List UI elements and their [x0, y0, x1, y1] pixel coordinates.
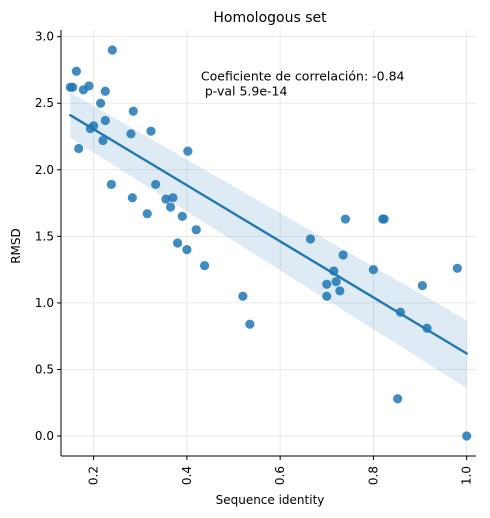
data-point — [126, 129, 136, 139]
y-tick-label: 2.5 — [35, 96, 54, 110]
annotation-line: p-val 5.9e-14 — [201, 84, 288, 99]
gridlines — [61, 30, 476, 456]
confidence-band — [70, 92, 467, 389]
data-point — [182, 245, 192, 255]
data-point — [335, 286, 345, 296]
chart-title: Homologous set — [213, 10, 327, 26]
data-point — [417, 281, 427, 291]
regression-line — [69, 113, 468, 355]
data-point — [100, 86, 110, 96]
y-tick-label: 1.5 — [35, 229, 54, 243]
y-tick-label: 0.5 — [35, 362, 54, 376]
x-tick-label: 0.8 — [366, 466, 380, 485]
data-point — [68, 82, 78, 92]
x-axis-ticks: 0.2 0.4 0.6 0.8 1.0 — [87, 456, 474, 485]
data-point — [71, 66, 81, 76]
data-point — [74, 143, 84, 154]
data-point — [340, 214, 351, 224]
data-point — [305, 234, 316, 244]
data-point — [200, 261, 210, 271]
annotation-line: Coeficiente de correlación: -0.84 — [201, 69, 405, 84]
y-axis-ticks: 0.0 0.5 1.0 1.5 2.0 2.5 3.0 — [35, 30, 61, 443]
confidence-band-area — [70, 92, 467, 389]
data-point — [368, 265, 379, 275]
y-tick-label: 0.0 — [35, 429, 54, 443]
data-point — [128, 106, 138, 116]
data-point — [100, 115, 110, 126]
correlation-annotation: Coeficiente de correlación: -0.84 p-val … — [201, 69, 405, 99]
data-point — [245, 319, 255, 329]
x-axis-label: Sequence identity — [216, 493, 325, 507]
data-point — [452, 263, 462, 273]
regression-line-path — [69, 113, 468, 355]
data-point — [322, 291, 332, 301]
data-point — [151, 179, 161, 190]
data-point — [107, 45, 117, 55]
data-point — [172, 238, 183, 248]
data-point — [168, 193, 178, 203]
data-point — [238, 291, 248, 301]
x-tick-label: 0.2 — [87, 466, 101, 485]
data-point — [183, 146, 193, 156]
y-tick-label: 2.0 — [35, 163, 54, 177]
data-point — [331, 277, 341, 287]
axes — [60, 30, 476, 457]
data-point — [161, 194, 171, 204]
y-tick-label: 3.0 — [35, 30, 54, 44]
data-point — [177, 211, 187, 221]
data-point — [96, 98, 106, 108]
y-tick-label: 1.0 — [35, 296, 54, 310]
data-point — [146, 126, 156, 136]
data-point — [98, 135, 108, 146]
x-tick-label: 0.4 — [180, 466, 194, 485]
data-point — [191, 225, 201, 235]
data-points — [65, 45, 472, 441]
y-axis-label: RMSD — [9, 228, 23, 264]
data-point — [127, 193, 137, 203]
data-point — [142, 209, 152, 219]
x-tick-label: 0.6 — [273, 466, 287, 485]
data-point — [462, 431, 472, 441]
data-point — [379, 214, 389, 224]
data-point — [393, 394, 403, 404]
x-tick-label: 1.0 — [460, 466, 474, 485]
data-point — [165, 202, 176, 212]
data-point — [322, 279, 332, 289]
data-point — [84, 81, 94, 91]
data-point — [338, 250, 348, 260]
data-point — [106, 179, 116, 190]
